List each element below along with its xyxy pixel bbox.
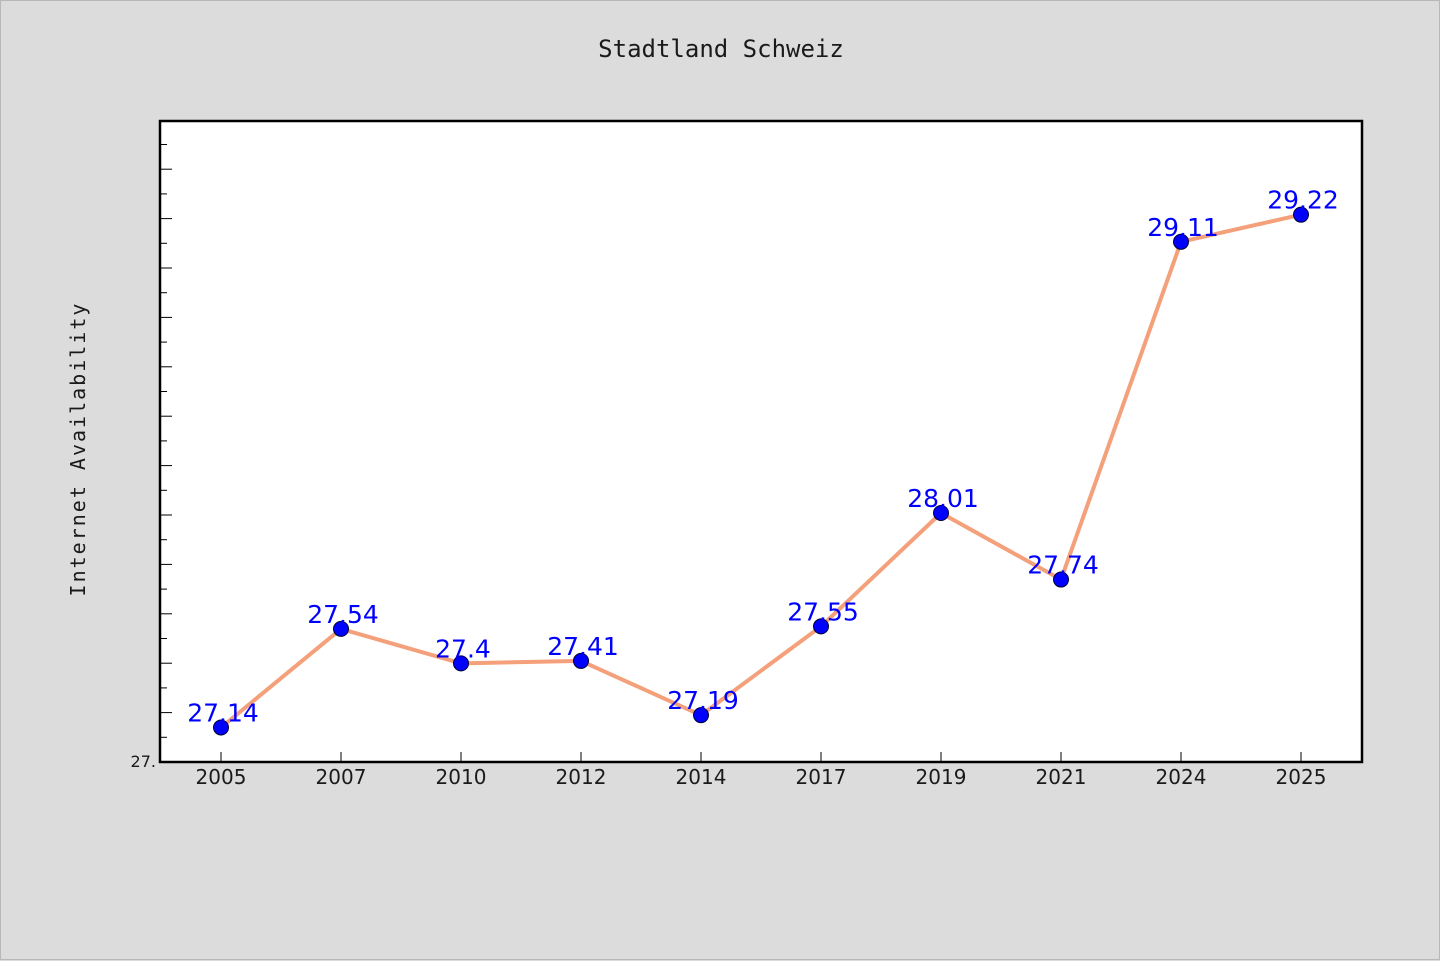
data-point: [1293, 206, 1309, 223]
data-point: [933, 504, 949, 521]
data-point: [213, 719, 229, 736]
x-tick-label: 2017: [796, 765, 847, 789]
x-tick-label: 2021: [1036, 765, 1087, 789]
data-label: 27.55: [787, 597, 859, 626]
data-point: [1053, 571, 1069, 588]
data-label: 29.11: [1147, 213, 1219, 242]
data-label: 27.4: [435, 634, 491, 663]
x-tick-label: 2025: [1276, 765, 1327, 789]
data-label: 27.54: [307, 600, 379, 629]
data-point: [573, 652, 589, 669]
y-tick-label: 27.: [131, 752, 156, 771]
series-line: [219, 212, 1303, 730]
data-label: 27.19: [667, 686, 739, 715]
x-tick-label: 2012: [556, 765, 607, 789]
data-label: 27.14: [187, 698, 259, 727]
x-tick-label: 2014: [676, 765, 727, 789]
plot-box: [158, 119, 1364, 764]
data-label: 27.41: [547, 632, 619, 661]
data-point: [1173, 233, 1189, 250]
data-point: [813, 618, 829, 635]
data-label: 27.74: [1027, 551, 1099, 580]
data-label: 28.01: [907, 484, 979, 513]
x-tick-label: 2010: [436, 765, 487, 789]
data-label: 29.22: [1267, 186, 1339, 215]
data-point: [693, 707, 709, 724]
data-point: [333, 620, 349, 637]
x-tick-label: 2019: [916, 765, 967, 789]
chart-title: Stadtland Schweiz: [598, 35, 844, 63]
x-tick-label: 2005: [196, 765, 247, 789]
x-tick-label: 2007: [316, 765, 367, 789]
data-point: [453, 655, 469, 672]
x-tick-label: 2024: [1156, 765, 1207, 789]
